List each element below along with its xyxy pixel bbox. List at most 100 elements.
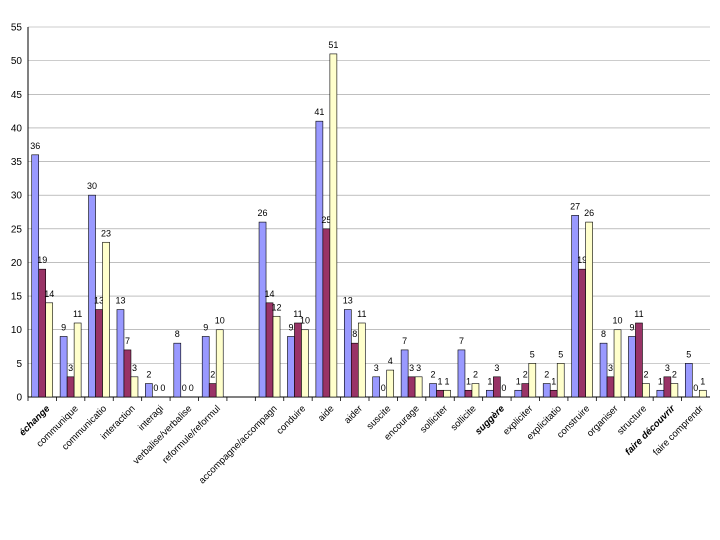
data-label: 26	[258, 208, 268, 218]
bar-series-2	[123, 349, 132, 398]
data-label: 1	[551, 376, 556, 386]
data-label: 0	[189, 383, 194, 393]
y-tick-label: 55	[11, 23, 23, 34]
data-label: 0	[381, 383, 386, 393]
data-label: 14	[265, 289, 275, 299]
bar-series-1	[372, 376, 381, 398]
data-label: 13	[115, 296, 125, 306]
x-tick-label: solliciter	[418, 403, 450, 435]
data-label: 14	[44, 289, 54, 299]
data-label: 5	[686, 349, 691, 359]
x-tick-label: faire comprendr	[651, 403, 706, 458]
bar-series-3	[73, 322, 82, 398]
bar-series-2	[635, 322, 643, 398]
bar-series-1	[145, 383, 153, 398]
data-label: 2	[523, 370, 528, 380]
data-label: 2	[473, 370, 478, 380]
data-label: 2	[643, 370, 648, 380]
y-tick-label: 35	[11, 157, 23, 168]
data-label: 2	[146, 370, 151, 380]
bar-series-1	[486, 389, 494, 398]
bar-series-2	[350, 342, 359, 398]
data-label: 3	[416, 363, 421, 373]
data-label: 7	[459, 336, 464, 346]
data-label: 19	[37, 255, 47, 265]
bar-series-2	[208, 383, 217, 398]
bar-series-2	[322, 228, 331, 398]
data-label: 30	[87, 181, 97, 191]
data-label: 27	[570, 201, 580, 211]
y-tick-label: 45	[11, 90, 23, 101]
bar-series-2	[407, 376, 416, 398]
data-label: 9	[629, 322, 634, 332]
bar-series-2	[578, 268, 586, 398]
data-label: 8	[601, 329, 606, 339]
bar-series-1	[31, 154, 40, 398]
data-label: 2	[672, 370, 677, 380]
data-label: 1	[466, 376, 471, 386]
data-label: 1	[445, 376, 450, 386]
bar-series-1	[88, 194, 96, 398]
data-label: 36	[30, 141, 40, 151]
y-tick-label: 15	[11, 292, 23, 303]
data-label: 3	[68, 363, 73, 373]
bar-series-2	[606, 376, 615, 398]
bar-series-3	[272, 315, 281, 398]
bar-series-3	[357, 322, 366, 398]
bar-series-2	[95, 309, 103, 398]
bar-series-1	[343, 309, 352, 398]
data-label: 9	[203, 322, 208, 332]
bar-series-1	[59, 336, 68, 398]
data-label: 3	[409, 363, 414, 373]
y-tick-label: 20	[11, 258, 23, 269]
bar-series-3	[45, 302, 54, 398]
bar-series-1	[429, 383, 437, 398]
bar-series-1	[571, 215, 579, 398]
data-label: 5	[530, 349, 535, 359]
bar-series-3	[301, 329, 309, 398]
data-label: 9	[61, 322, 66, 332]
bar-series-3	[556, 363, 565, 398]
bar-series-2	[294, 322, 302, 398]
y-tick-label: 30	[11, 191, 23, 202]
bar-series-1	[628, 336, 636, 398]
x-tick-label: conduire	[275, 403, 309, 437]
bar-series-2	[265, 302, 274, 398]
data-label: 1	[700, 376, 705, 386]
data-label: 8	[175, 329, 180, 339]
bar-series-3	[386, 369, 395, 398]
bar-series-1	[201, 336, 210, 398]
data-label: 11	[634, 309, 643, 319]
data-label: 1	[658, 376, 663, 386]
y-tick-label: 40	[11, 123, 23, 134]
y-tick-label: 0	[16, 393, 22, 404]
bar-series-3	[528, 363, 537, 398]
bar-series-3	[102, 241, 110, 398]
data-label: 8	[352, 329, 357, 339]
data-label: 5	[558, 349, 563, 359]
bar-series-1	[116, 309, 125, 398]
data-label: 2	[210, 370, 215, 380]
bar-series-1	[400, 349, 409, 398]
bar-series-3	[215, 329, 224, 398]
data-label: 0	[182, 383, 187, 393]
bar-series-1	[287, 336, 295, 398]
data-label: 13	[94, 296, 104, 306]
data-label: 2	[544, 370, 549, 380]
data-label: 0	[501, 383, 506, 393]
bar-series-1	[684, 363, 693, 398]
x-tick-label: aider	[342, 403, 365, 426]
x-tick-label: organiser	[585, 403, 621, 439]
data-label: 3	[494, 363, 499, 373]
data-label: 1	[487, 376, 492, 386]
data-label: 12	[272, 302, 282, 312]
y-tick-label: 25	[11, 224, 23, 235]
bar-series-2	[464, 389, 473, 398]
data-label: 3	[132, 363, 137, 373]
data-label: 26	[584, 208, 594, 218]
y-tick-label: 10	[11, 325, 23, 336]
bar-series-1	[315, 120, 324, 398]
data-label: 4	[388, 356, 393, 366]
bar-series-3	[613, 329, 622, 398]
